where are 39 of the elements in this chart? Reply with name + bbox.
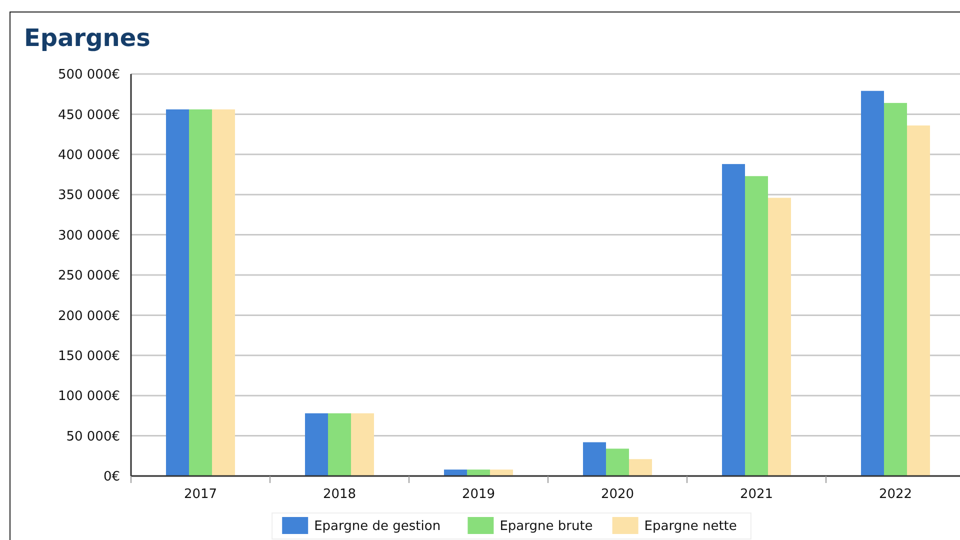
legend-label: Epargne de gestion	[314, 519, 441, 534]
bar	[444, 470, 467, 476]
x-tick-label: 2022	[878, 487, 912, 502]
y-tick-label: 0€	[103, 470, 120, 485]
y-tick-label: 300 000€	[58, 228, 120, 244]
bar	[328, 413, 351, 476]
y-tick-label: 200 000€	[58, 308, 120, 324]
bar	[212, 109, 235, 476]
chart-title: Epargnes	[24, 24, 150, 52]
y-tick-label: 250 000€	[58, 268, 120, 284]
x-tick-label: 2019	[462, 487, 496, 502]
y-tick-label: 150 000€	[58, 348, 120, 364]
bar	[189, 109, 212, 476]
bar	[606, 448, 629, 476]
y-tick-label: 350 000€	[58, 188, 120, 204]
bar	[722, 164, 745, 476]
bar	[861, 90, 884, 476]
bar	[490, 470, 513, 476]
y-tick-label: 450 000€	[58, 108, 120, 123]
legend-label: Epargne nette	[644, 519, 737, 534]
y-tick-label: 100 000€	[58, 389, 120, 404]
bar	[884, 102, 907, 476]
bar	[305, 413, 328, 476]
y-tick-label: 50 000€	[66, 429, 120, 444]
bar	[166, 109, 189, 476]
bar	[907, 125, 930, 476]
bar	[351, 413, 374, 476]
bar	[768, 198, 791, 476]
y-tick-label: 500 000€	[58, 68, 120, 83]
bar	[583, 442, 606, 476]
x-tick-label: 2020	[600, 487, 634, 502]
bar	[467, 470, 490, 476]
bar	[629, 459, 652, 476]
bar	[745, 176, 768, 476]
x-tick-label: 2021	[740, 487, 774, 502]
x-tick-label: 2018	[322, 487, 356, 502]
legend-label: Epargne brute	[500, 519, 593, 534]
y-tick-label: 400 000€	[58, 148, 120, 163]
x-tick-label: 2017	[184, 487, 218, 502]
